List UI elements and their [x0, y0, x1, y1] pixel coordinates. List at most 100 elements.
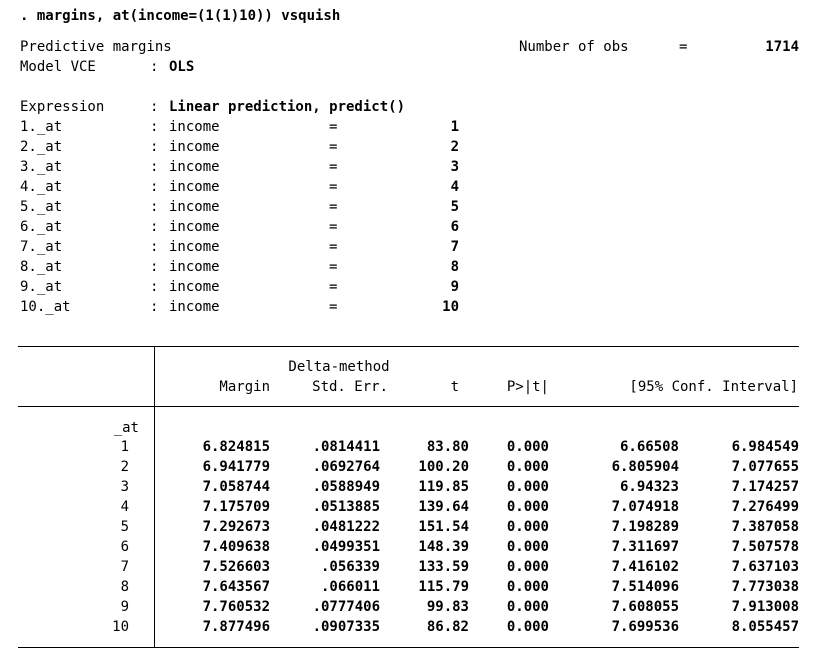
col-header-ci: [95% Conf. Interval]	[629, 379, 798, 395]
at-equals: =	[329, 179, 338, 195]
vce-colon: :	[150, 59, 159, 75]
cell-ci-high: 7.773038	[731, 579, 799, 595]
col-header-margin: Margin	[219, 379, 270, 395]
table-divider	[154, 346, 155, 648]
at-equals: =	[329, 119, 338, 135]
cell-t: 139.64	[418, 499, 469, 515]
output-title: Predictive margins	[20, 39, 172, 55]
cell-stderr: .066011	[320, 579, 380, 595]
at-label: 2._at	[20, 139, 63, 155]
cell-p: 0.000	[506, 599, 549, 615]
cell-t: 151.54	[418, 519, 469, 535]
cell-ci-high: 8.055457	[731, 619, 799, 635]
cell-ci-low: 7.608055	[611, 599, 679, 615]
cell-stderr: .0907335	[312, 619, 380, 635]
cell-ci-high: 7.276499	[731, 499, 799, 515]
at-value: 6	[450, 219, 459, 235]
cell-ci-high: 7.507578	[731, 539, 799, 555]
expression-label: Expression	[20, 99, 105, 115]
at-label: 10._at	[20, 299, 71, 315]
cell-t: 133.59	[418, 559, 469, 575]
cell-ci-low: 7.416102	[611, 559, 679, 575]
cell-stderr: .0814411	[312, 439, 380, 455]
at-value: 4	[450, 179, 459, 195]
nobs-equals: =	[679, 39, 688, 55]
row-at-value: 5	[120, 519, 129, 535]
cell-ci-low: 7.514096	[611, 579, 679, 595]
table-top-rule	[18, 346, 799, 347]
cell-ci-low: 6.66508	[619, 439, 679, 455]
at-colon: :	[150, 179, 159, 195]
at-colon: :	[150, 199, 159, 215]
at-colon: :	[150, 259, 159, 275]
cell-p: 0.000	[506, 499, 549, 515]
col-header-t: t	[450, 379, 459, 395]
at-label: 6._at	[20, 219, 63, 235]
at-label: 1._at	[20, 119, 63, 135]
at-variable: income	[169, 299, 220, 315]
cell-p: 0.000	[506, 579, 549, 595]
at-colon: :	[150, 219, 159, 235]
cell-p: 0.000	[506, 479, 549, 495]
at-equals: =	[329, 139, 338, 155]
cell-ci-high: 7.077655	[731, 459, 799, 475]
at-label: 9._at	[20, 279, 63, 295]
row-at-value: 4	[120, 499, 129, 515]
cell-t: 100.20	[418, 459, 469, 475]
col-header-p: P>|t|	[506, 379, 549, 395]
cell-ci-high: 7.387058	[731, 519, 799, 535]
cell-t: 115.79	[418, 579, 469, 595]
at-value: 1	[450, 119, 459, 135]
cell-stderr: .0692764	[312, 459, 380, 475]
row-at-value: 8	[120, 579, 129, 595]
cell-p: 0.000	[506, 619, 549, 635]
cell-margin: 7.175709	[202, 499, 270, 515]
at-colon: :	[150, 279, 159, 295]
at-label: 5._at	[20, 199, 63, 215]
at-equals: =	[329, 299, 338, 315]
cell-p: 0.000	[506, 559, 549, 575]
at-label: 8._at	[20, 259, 63, 275]
at-variable: income	[169, 119, 220, 135]
table-bottom-rule	[18, 647, 799, 648]
at-variable: income	[169, 199, 220, 215]
cell-ci-low: 6.805904	[611, 459, 679, 475]
row-at-value: 1	[120, 439, 129, 455]
at-value: 3	[450, 159, 459, 175]
cell-ci-low: 7.198289	[611, 519, 679, 535]
col-header-stderr: Std. Err.	[312, 379, 388, 395]
cell-margin: 6.941779	[202, 459, 270, 475]
cell-stderr: .0513885	[312, 499, 380, 515]
at-colon: :	[150, 159, 159, 175]
cell-stderr: .056339	[320, 559, 380, 575]
vce-label: Model VCE	[20, 59, 96, 75]
at-label: 4._at	[20, 179, 63, 195]
at-variable: income	[169, 139, 220, 155]
at-variable: income	[169, 179, 220, 195]
cell-stderr: .0777406	[312, 599, 380, 615]
cell-t: 86.82	[426, 619, 469, 635]
row-at-value: 9	[120, 599, 129, 615]
row-at-value: 10	[112, 619, 129, 635]
at-colon: :	[150, 299, 159, 315]
at-variable: income	[169, 279, 220, 295]
cell-t: 83.80	[426, 439, 469, 455]
row-at-value: 2	[120, 459, 129, 475]
at-value: 8	[450, 259, 459, 275]
cell-margin: 7.058744	[202, 479, 270, 495]
row-at-value: 7	[120, 559, 129, 575]
table-header-rule	[18, 406, 799, 407]
at-colon: :	[150, 119, 159, 135]
cell-stderr: .0499351	[312, 539, 380, 555]
cell-margin: 7.877496	[202, 619, 270, 635]
cell-ci-low: 7.699536	[611, 619, 679, 635]
at-equals: =	[329, 219, 338, 235]
cell-margin: 7.409638	[202, 539, 270, 555]
at-variable: income	[169, 259, 220, 275]
cell-ci-high: 6.984549	[731, 439, 799, 455]
cell-ci-low: 6.94323	[619, 479, 679, 495]
cell-margin: 7.760532	[202, 599, 270, 615]
at-equals: =	[329, 199, 338, 215]
at-variable: income	[169, 219, 220, 235]
nobs-value: 1714	[765, 39, 799, 55]
